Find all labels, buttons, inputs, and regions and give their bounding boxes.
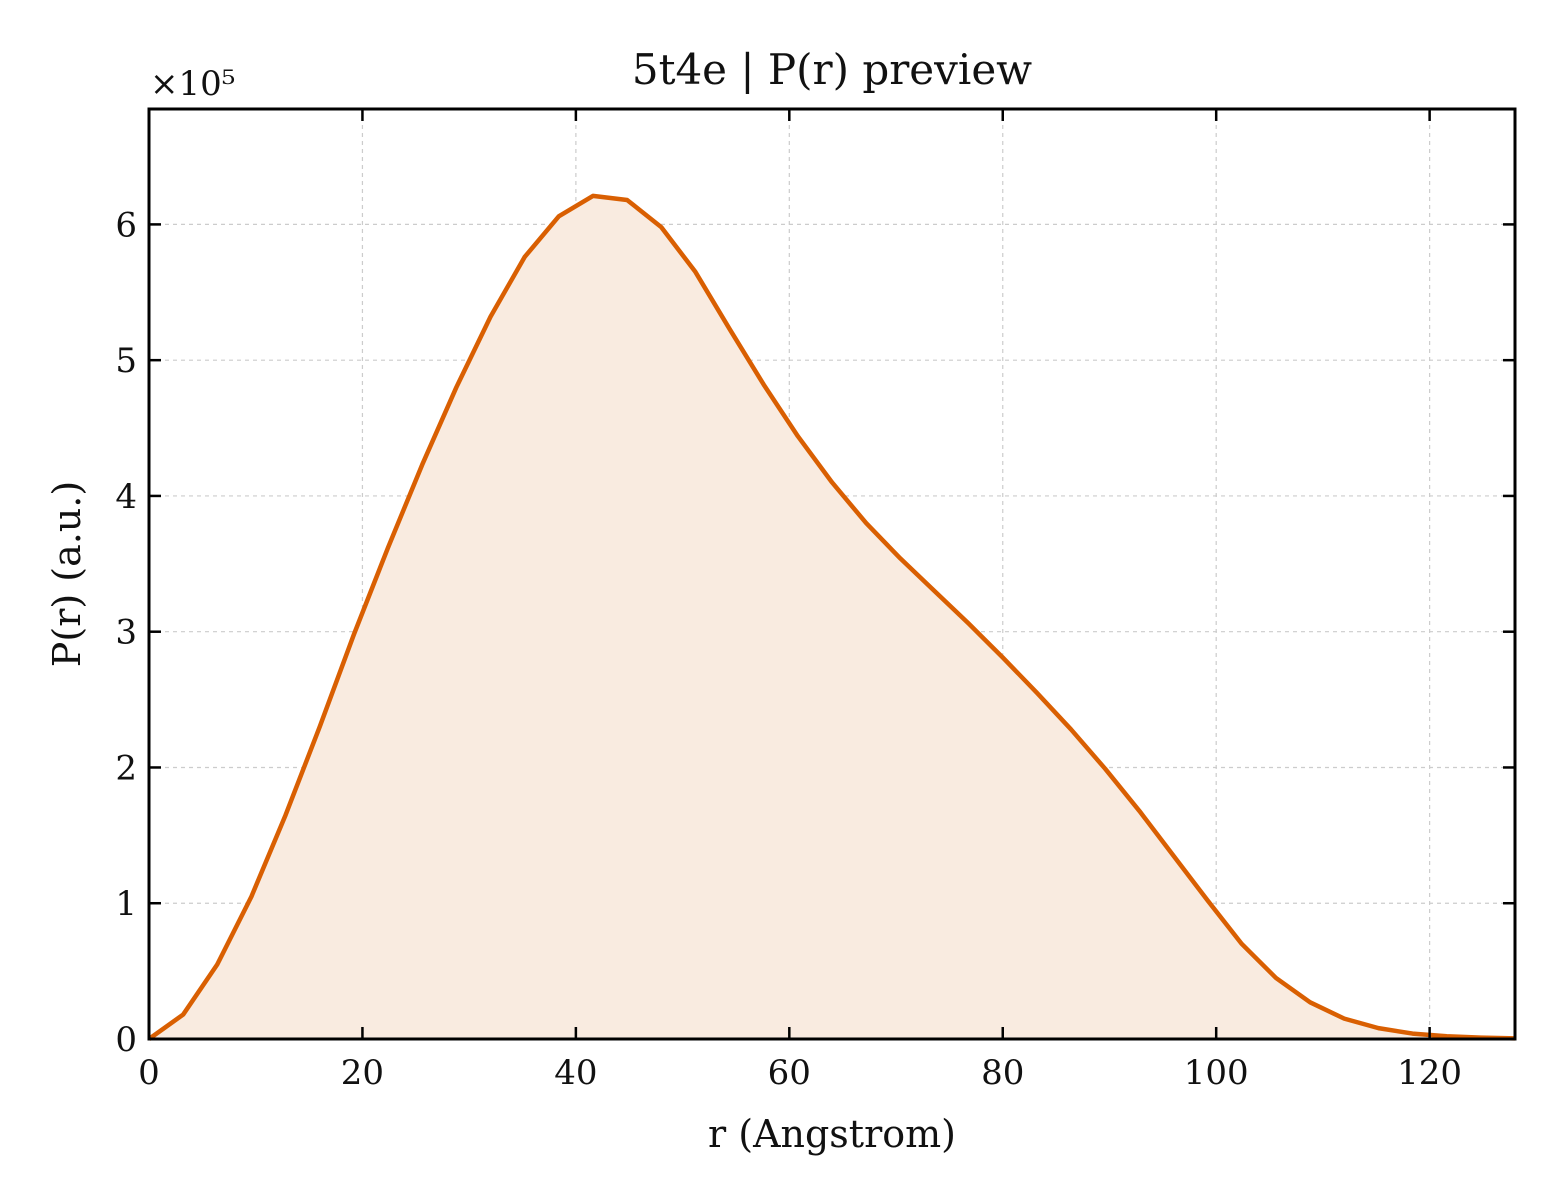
plot-frame [147, 107, 1517, 1041]
y-axis-label: P(r) (a.u.) [45, 481, 89, 667]
y-tick-label: 5 [115, 341, 137, 381]
axis-ticks [147, 109, 1515, 1041]
series-line [147, 193, 1516, 1041]
x-axis-label: r (Angstrom) [708, 1112, 956, 1156]
y-axis-multiplier: ×10⁵ [150, 64, 235, 104]
y-tick-label: 0 [115, 1020, 137, 1060]
x-tick-label: 20 [341, 1053, 384, 1093]
y-tick-label: 4 [115, 477, 137, 517]
y-tick-labels: 0 1 2 3 4 5 6 [115, 205, 137, 1060]
x-tick-label: 120 [1397, 1053, 1462, 1093]
area-fill [149, 195, 1515, 1039]
x-tick-label: 60 [768, 1053, 811, 1093]
x-tick-label: 80 [981, 1053, 1024, 1093]
x-tick-label: 100 [1184, 1053, 1249, 1093]
y-tick-label: 1 [115, 884, 137, 924]
y-tick-label: 3 [115, 613, 137, 653]
y-tick-label: 6 [115, 205, 137, 245]
x-tick-labels: 0 20 40 60 80 100 120 [138, 1053, 1462, 1093]
y-tick-label: 2 [115, 748, 137, 788]
x-tick-label: 40 [554, 1053, 597, 1093]
chart-title: 5t4e | P(r) preview [632, 45, 1032, 94]
x-tick-label: 0 [138, 1053, 160, 1093]
